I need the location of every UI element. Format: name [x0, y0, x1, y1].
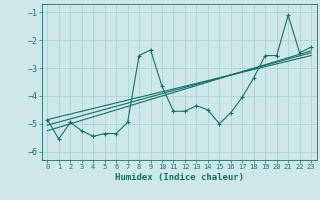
- X-axis label: Humidex (Indice chaleur): Humidex (Indice chaleur): [115, 173, 244, 182]
